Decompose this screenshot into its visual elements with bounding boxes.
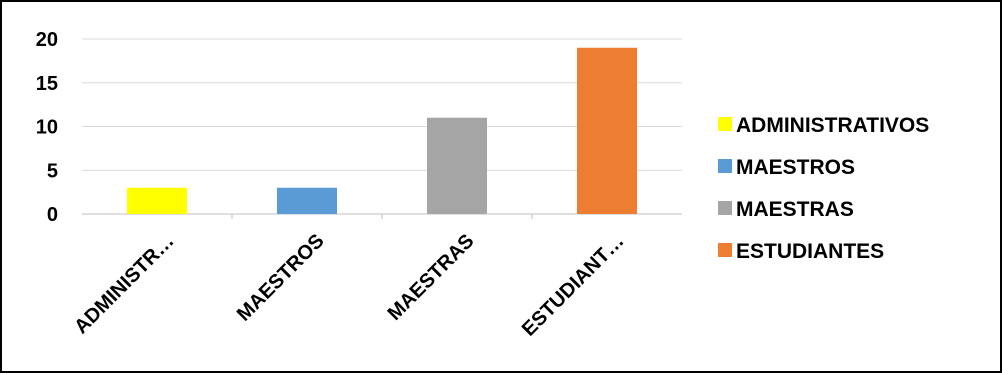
x-category-label: ADMINISTR… [70,230,178,338]
bar [277,187,337,214]
y-tick-label: 5 [47,160,58,182]
y-tick-label: 20 [36,29,58,51]
legend-swatch [718,201,732,215]
legend-label: MAESTRAS [736,198,854,221]
legend-label: ADMINISTRATIVOS [736,114,929,137]
x-category-label: MAESTRAS [384,230,479,325]
x-axis: ADMINISTR… MAESTROS MAESTRAS ESTUDIANT… [70,214,629,341]
legend: ADMINISTRATIVOS MAESTROS MAESTRAS ESTUDIANT… [718,114,929,263]
legend-label: MAESTROS [736,156,855,179]
legend-swatch [718,243,732,257]
legend-swatch [718,159,732,173]
x-category-label: MAESTROS [233,230,329,326]
legend-label: ESTUDIANTES [736,240,884,263]
x-category-label: ESTUDIANT… [518,230,629,341]
legend-swatch [718,117,732,131]
bars [127,47,637,214]
y-tick-label: 0 [47,204,58,226]
bar [577,47,637,214]
y-tick-label: 10 [36,117,58,139]
y-axis: 0 5 10 15 20 [36,29,58,226]
bar [427,117,487,214]
y-tick-label: 15 [36,73,58,95]
bar [127,187,187,214]
